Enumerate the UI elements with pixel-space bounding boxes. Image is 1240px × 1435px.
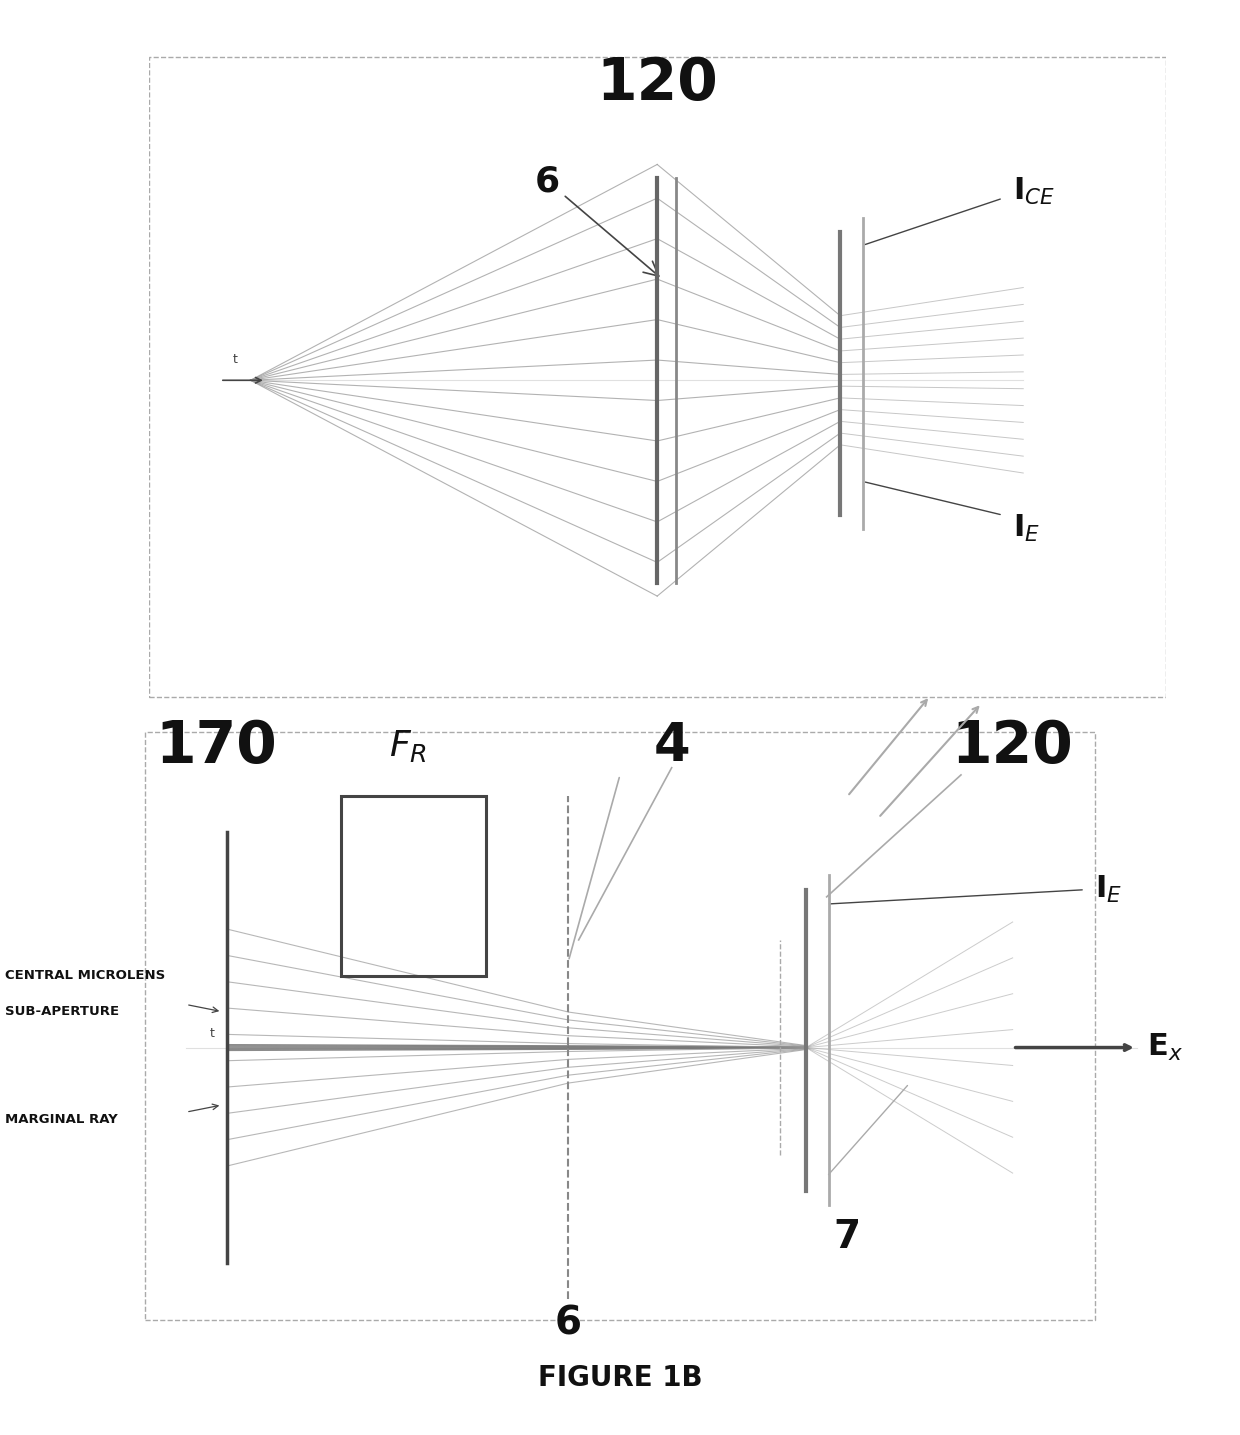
Text: CENTRAL MICROLENS: CENTRAL MICROLENS	[5, 969, 165, 983]
Text: 170: 170	[155, 718, 277, 775]
Bar	[341, 796, 486, 976]
Text: $F_R$: $F_R$	[389, 728, 427, 765]
Text: $\mathbf{I}_{E}$: $\mathbf{I}_{E}$	[1095, 874, 1122, 905]
Text: t: t	[233, 353, 238, 366]
Text: t: t	[210, 1027, 215, 1040]
Text: $\mathbf{I}_{CE}$: $\mathbf{I}_{CE}$	[1013, 177, 1055, 207]
Text: 120: 120	[952, 718, 1074, 775]
Text: $\mathbf{E}_x$: $\mathbf{E}_x$	[1147, 1032, 1183, 1063]
Text: 120: 120	[596, 55, 718, 112]
Text: 6: 6	[536, 165, 658, 276]
Text: MARGINAL RAY: MARGINAL RAY	[5, 1112, 118, 1126]
Text: SUB-APERTURE: SUB-APERTURE	[5, 1004, 119, 1019]
Text: 4: 4	[653, 720, 689, 772]
Text: $\mathbf{I}_{E}$: $\mathbf{I}_{E}$	[1013, 514, 1040, 544]
Text: FIGURE 1B: FIGURE 1B	[538, 1363, 702, 1392]
Bar	[145, 732, 1095, 1320]
Text: 7: 7	[833, 1218, 861, 1257]
Text: 6: 6	[554, 1304, 582, 1343]
